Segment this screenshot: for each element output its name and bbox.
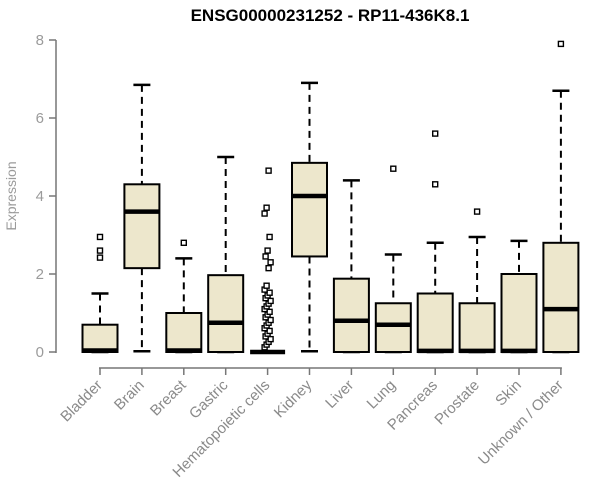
x-category-label: Brain: [111, 377, 148, 414]
x-category-label: Kidney: [271, 376, 316, 421]
outlier-point: [473, 208, 481, 215]
iqr-box: [416, 292, 454, 353]
x-category-label: Liver: [322, 377, 357, 412]
box-kidney: [291, 81, 328, 353]
y-tick-label: 0: [36, 344, 44, 361]
y-tick-label: 2: [36, 266, 44, 283]
outlier-point: [263, 282, 270, 289]
y-axis: 0 2 4 6 8: [36, 32, 57, 361]
y-tick-label: 6: [36, 110, 44, 127]
outlier-point: [390, 165, 397, 172]
iqr-box: [123, 183, 161, 270]
x-category-label: Skin: [492, 377, 525, 410]
outlier-point: [265, 264, 272, 272]
iqr-box: [500, 273, 538, 353]
iqr-box: [458, 302, 496, 353]
outlier-point: [265, 167, 272, 174]
box-bladder: [81, 233, 119, 354]
iqr-box: [332, 277, 370, 353]
x-category-label: Prostate: [431, 377, 483, 429]
outlier-point: [180, 239, 188, 247]
x-category-label: Bladder: [57, 377, 106, 426]
outlier-point: [262, 253, 269, 260]
x-category-label: Breast: [147, 376, 190, 419]
iqr-box: [81, 323, 119, 354]
outlier-point: [96, 233, 104, 241]
chart-title: ENSG00000231252 - RP11-436K8.1: [191, 6, 470, 25]
outlier-point: [267, 316, 274, 324]
box-liver: [332, 179, 370, 354]
outlier-point: [266, 327, 273, 335]
outlier-point: [266, 233, 273, 241]
box-breast: [165, 239, 203, 354]
outlier-point: [96, 247, 104, 254]
y-tick-label: 8: [36, 32, 44, 49]
box-lung: [374, 165, 412, 354]
outlier-point: [263, 204, 270, 211]
box-brain: [123, 83, 161, 353]
y-tick-label: 4: [36, 188, 44, 205]
outlier-point: [432, 130, 439, 137]
outlier-point: [266, 289, 273, 296]
y-axis-title: Expression: [3, 161, 19, 230]
outlier-point: [267, 297, 274, 305]
outlier-point: [557, 40, 565, 48]
iqr-box: [374, 302, 412, 353]
iqr-box: [291, 161, 328, 258]
box-pancreas: [416, 130, 454, 354]
iqr-box: [542, 241, 580, 353]
iqr-box: [207, 274, 245, 354]
box-prostate: [458, 208, 496, 354]
box-gastric: [207, 155, 245, 354]
box-unknown-other: [542, 40, 580, 354]
outlier-point: [432, 181, 439, 188]
outlier-point: [264, 247, 271, 254]
box-skin: [500, 239, 538, 354]
box-hematopoietic-cells: [250, 167, 286, 355]
outlier-point: [96, 254, 104, 261]
x-category-label: Lung: [364, 377, 400, 413]
plot-area: 0 2 4 6 8 Bladder Brain BreastGastricHematopoie…: [36, 32, 580, 481]
outlier-point: [267, 259, 274, 266]
iqr-box: [165, 312, 203, 353]
outlier-point: [261, 210, 268, 217]
outlier-point: [267, 335, 274, 343]
outlier-point: [266, 308, 273, 316]
